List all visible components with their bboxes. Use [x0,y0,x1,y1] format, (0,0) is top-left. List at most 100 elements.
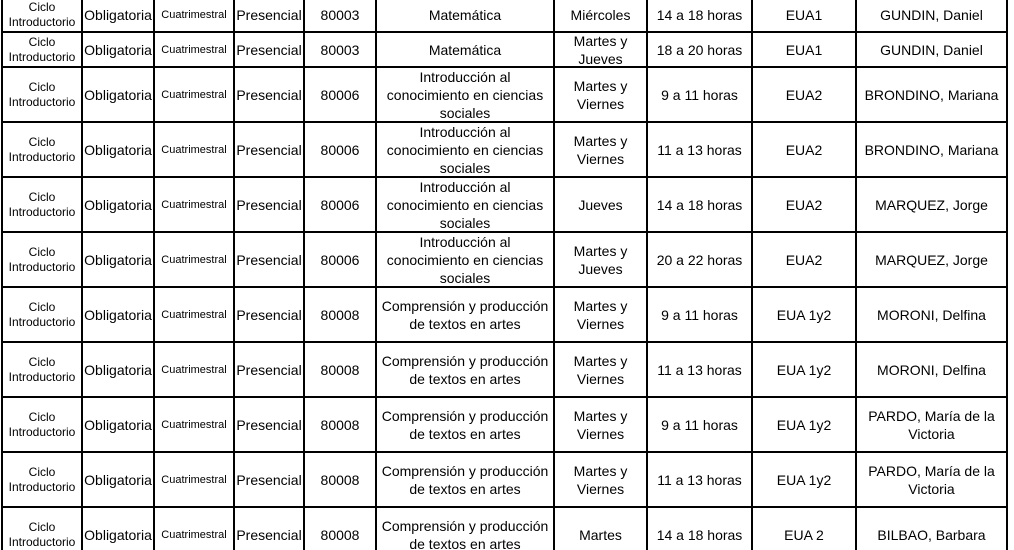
table-cell: PARDO, María de la Victoria [857,398,1008,453]
table-cell: Cuatrimestral [155,288,235,343]
table-cell: Martes y Viernes [555,288,648,343]
table-cell: 14 a 18 horas [648,0,753,33]
table-cell: PARDO, María de la Victoria [857,453,1008,508]
table-cell: Obligatoria [83,123,155,178]
table-cell: EUA 1y2 [753,453,857,508]
table-cell: Comprensión y producción de textos en ar… [377,343,555,398]
table-cell: Martes y Viernes [555,398,648,453]
table-cell: EUA 1y2 [753,398,857,453]
table-cell: Introducción al conocimiento en ciencias… [377,68,555,123]
table-cell: Ciclo Introductorio [1,398,83,453]
table-cell: Cuatrimestral [155,398,235,453]
table-cell: Cuatrimestral [155,33,235,68]
table-cell: Martes y Viernes [555,123,648,178]
table-cell: Ciclo Introductorio [1,178,83,233]
table-cell: 14 a 18 horas [648,508,753,550]
table-cell: Presencial [235,508,305,550]
table-cell: Obligatoria [83,453,155,508]
table-cell: Martes y Viernes [555,343,648,398]
table-cell: 80006 [305,178,377,233]
table-cell: Martes y Viernes [555,68,648,123]
table-cell: 20 a 22 horas [648,233,753,288]
table-cell: Obligatoria [83,0,155,33]
table-cell: EUA 1y2 [753,343,857,398]
table-cell: EUA2 [753,123,857,178]
table-cell: MORONI, Delfina [857,288,1008,343]
table-cell: Ciclo Introductorio [1,288,83,343]
table-cell: 9 a 11 horas [648,398,753,453]
table-cell: EUA1 [753,0,857,33]
table-cell: Cuatrimestral [155,508,235,550]
table-cell: 11 a 13 horas [648,343,753,398]
table-cell: Presencial [235,68,305,123]
table-cell: Cuatrimestral [155,343,235,398]
table-cell: BRONDINO, Mariana [857,123,1008,178]
table-cell: Martes y Jueves [555,233,648,288]
table-cell: Cuatrimestral [155,68,235,123]
table-cell: Presencial [235,343,305,398]
table-cell: Cuatrimestral [155,123,235,178]
table-cell: Presencial [235,178,305,233]
table-cell: GUNDIN, Daniel [857,33,1008,68]
table-cell: Comprensión y producción de textos en ar… [377,288,555,343]
table-cell: Cuatrimestral [155,453,235,508]
table-cell: Presencial [235,398,305,453]
table-cell: Presencial [235,0,305,33]
table-cell: Presencial [235,233,305,288]
table-cell: Cuatrimestral [155,233,235,288]
table-cell: Jueves [555,178,648,233]
table-cell: MARQUEZ, Jorge [857,233,1008,288]
table-cell: Presencial [235,33,305,68]
table-cell: Obligatoria [83,33,155,68]
table-cell: Introducción al conocimiento en ciencias… [377,178,555,233]
table-cell: 80006 [305,123,377,178]
table-cell: BILBAO, Barbara [857,508,1008,550]
table-cell: 80008 [305,508,377,550]
table-cell: Martes [555,508,648,550]
table-cell: Presencial [235,123,305,178]
table-cell: Comprensión y producción de textos en ar… [377,453,555,508]
table-cell: 80006 [305,68,377,123]
table-cell: 80003 [305,33,377,68]
table-cell: Ciclo Introductorio [1,343,83,398]
table-cell: Obligatoria [83,233,155,288]
table-cell: 11 a 13 horas [648,123,753,178]
table-cell: Obligatoria [83,178,155,233]
table-cell: Comprensión y producción de textos en ar… [377,508,555,550]
table-cell: Ciclo Introductorio [1,508,83,550]
table-cell: 80003 [305,0,377,33]
table-cell: Ciclo Introductorio [1,453,83,508]
table-cell: 80006 [305,233,377,288]
table-cell: 80008 [305,288,377,343]
table-cell: Obligatoria [83,343,155,398]
table-cell: GUNDIN, Daniel [857,0,1008,33]
table-cell: EUA2 [753,233,857,288]
table-cell: Miércoles [555,0,648,33]
table-cell: BRONDINO, Mariana [857,68,1008,123]
table-cell: Ciclo Introductorio [1,68,83,123]
table-cell: MORONI, Delfina [857,343,1008,398]
table-cell: Cuatrimestral [155,0,235,33]
table-cell: EUA 1y2 [753,288,857,343]
table-cell: MARQUEZ, Jorge [857,178,1008,233]
table-cell: Ciclo Introductorio [1,0,83,33]
table-cell: Obligatoria [83,508,155,550]
table-cell: Martes y Jueves [555,33,648,68]
table-cell: Obligatoria [83,288,155,343]
table-cell: Matemática [377,33,555,68]
table-cell: Cuatrimestral [155,178,235,233]
table-cell: Obligatoria [83,398,155,453]
table-cell: EUA2 [753,178,857,233]
table-cell: EUA2 [753,68,857,123]
table-cell: 80008 [305,453,377,508]
table-cell: Ciclo Introductorio [1,33,83,68]
table-cell: Presencial [235,453,305,508]
table-cell: Obligatoria [83,68,155,123]
table-cell: 11 a 13 horas [648,453,753,508]
table-cell: EUA1 [753,33,857,68]
table-cell: 80008 [305,398,377,453]
table-cell: Introducción al conocimiento en ciencias… [377,123,555,178]
table-cell: 9 a 11 horas [648,68,753,123]
table-cell: 18 a 20 horas [648,33,753,68]
